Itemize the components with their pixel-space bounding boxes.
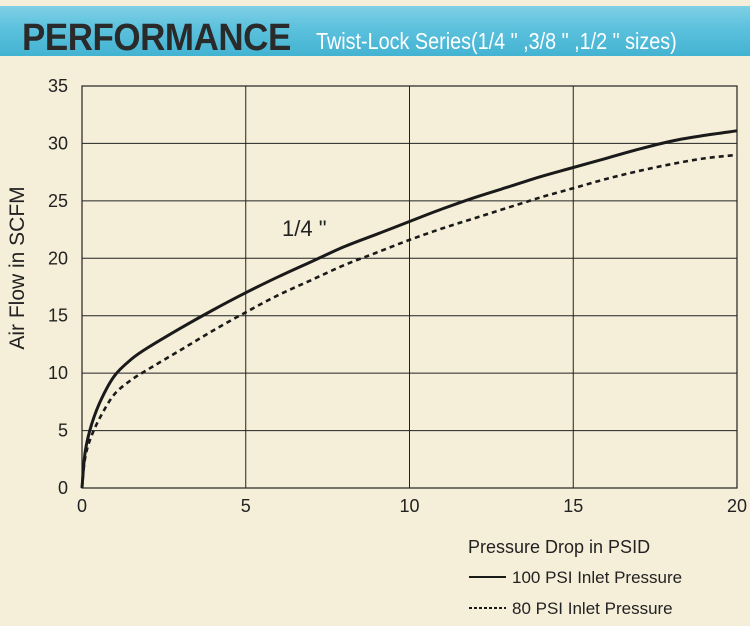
- legend-label-100psi: 100 PSI Inlet Pressure: [512, 568, 682, 587]
- chart-legend: 100 PSI Inlet Pressure 80 PSI Inlet Pres…: [469, 568, 682, 618]
- series-annotation: 1/4 ": [282, 216, 327, 241]
- y-tick-label: 25: [48, 191, 68, 211]
- y-axis-title: Air Flow in SCFM: [6, 186, 29, 349]
- page-title: PERFORMANCE: [22, 17, 291, 59]
- x-axis-title: Pressure Drop in PSID: [468, 537, 650, 557]
- chart-grid: [81, 85, 738, 489]
- x-tick-label: 10: [399, 496, 419, 516]
- legend-label-80psi: 80 PSI Inlet Pressure: [512, 599, 673, 618]
- x-tick-label: 15: [563, 496, 583, 516]
- y-tick-label: 30: [48, 133, 68, 153]
- y-tick-label: 10: [48, 363, 68, 383]
- x-tick-label: 0: [77, 496, 87, 516]
- y-tick-label: 20: [48, 248, 68, 268]
- y-tick-label: 0: [58, 478, 68, 498]
- y-axis-ticks: 0 5 10 15 20 25 30 35: [48, 76, 68, 498]
- page-subtitle: Twist-Lock Series(1/4 " ,3/8 " ,1/2 " si…: [316, 28, 677, 54]
- x-tick-label: 5: [241, 496, 251, 516]
- chart-series: [80, 129, 738, 489]
- x-tick-label: 20: [727, 496, 747, 516]
- y-tick-label: 15: [48, 306, 68, 326]
- series-line-100psi: [80, 129, 738, 489]
- header-banner: PERFORMANCE Twist-Lock Series(1/4 " ,3/8…: [0, 6, 750, 59]
- y-tick-label: 35: [48, 76, 68, 96]
- x-axis-ticks: 0 5 10 15 20: [77, 496, 747, 516]
- y-tick-label: 5: [58, 421, 68, 441]
- series-line-80psi: [80, 153, 738, 489]
